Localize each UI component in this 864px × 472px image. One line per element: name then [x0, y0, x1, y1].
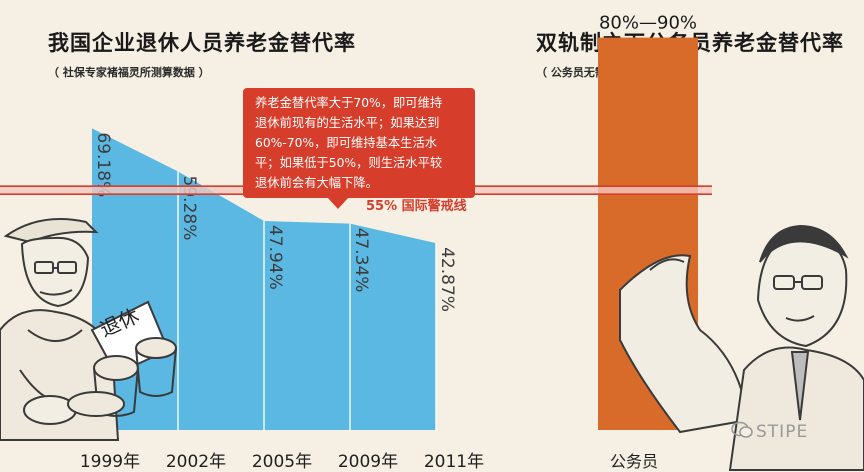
civil-servant-illustration: [619, 224, 864, 471]
x-tick-label: 2005年: [252, 452, 312, 472]
callout-line: 养老金替代率大于70%，即可维持: [255, 96, 443, 110]
wechat-icon: [731, 421, 753, 438]
x-tick-label: 2009年: [338, 452, 398, 472]
x-tick-label: 2011年: [424, 452, 484, 472]
callout-box: 养老金替代率大于70%，即可维持 退休前现有的生活水平；如果达到 60%-70%…: [243, 88, 475, 198]
retiree-cap: [3, 218, 99, 244]
callout-tail: [327, 197, 349, 209]
callout-line: 退休前现有的生活水平；如果达到: [255, 116, 440, 130]
civil-servant-hair: [759, 224, 849, 263]
cup-2: [135, 337, 177, 359]
callout-line: 60%-70%，即可维持基本生活水: [255, 136, 438, 150]
cup-3: [67, 391, 125, 417]
left-title: 我国企业退休人员养老金替代率: [48, 31, 356, 55]
retiree-illustration: [0, 218, 177, 441]
civil-servant-suit: [728, 346, 864, 471]
area-data-label: 42.87%: [437, 247, 457, 312]
callout-line: 平；如果低于50%，则生活水平较: [255, 156, 443, 170]
left-subtitle: （ 社保专家褚福灵所测算数据 ）: [48, 66, 210, 79]
x-tick-label: 1999年: [80, 452, 140, 472]
callout-line: 退休前会有大幅下降。: [255, 176, 378, 190]
watermark: STIPE: [756, 422, 809, 442]
area-data-label: 69.18%: [93, 132, 113, 197]
bar-data-label: 80%—90%: [599, 13, 697, 34]
area-series: [91, 128, 437, 431]
area-data-label: 47.94%: [265, 225, 285, 290]
money-bag: [619, 254, 750, 434]
cup: [93, 355, 139, 381]
x-tick-label: 2002年: [166, 452, 226, 472]
tie: [790, 351, 810, 421]
area-data-label: 59.28%: [179, 176, 199, 241]
warning-line-label: 55% 国际警戒线: [366, 198, 467, 214]
retiree-head: [20, 236, 90, 308]
area-data-label: 47.34%: [351, 228, 371, 293]
bar-category-label: 公务员: [610, 452, 658, 471]
